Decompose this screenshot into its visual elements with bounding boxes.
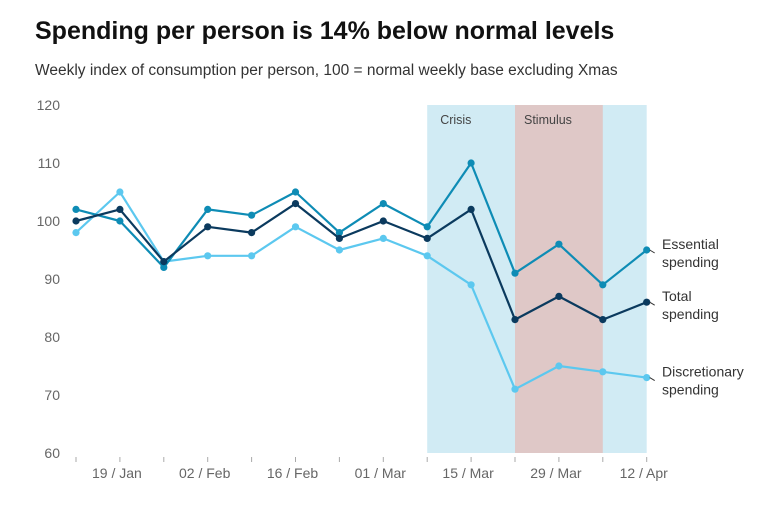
data-point-essential <box>511 269 519 277</box>
data-point-total <box>291 200 300 208</box>
data-point-essential <box>555 240 563 248</box>
band-stimulus <box>515 105 603 453</box>
data-point-discretionary <box>555 362 563 370</box>
series-end-label: spending <box>662 306 719 322</box>
end-label-leader <box>649 249 655 254</box>
data-point-essential <box>248 211 256 219</box>
data-point-total <box>248 229 256 237</box>
x-tick-label: 29 / Mar <box>530 465 582 481</box>
data-point-discretionary <box>643 374 651 382</box>
data-point-total <box>643 298 651 306</box>
y-tick-label: 70 <box>44 387 60 403</box>
series-end-label: Essential <box>662 236 719 252</box>
data-point-discretionary <box>72 229 80 237</box>
x-tick-label: 15 / Mar <box>442 465 494 481</box>
data-point-discretionary <box>248 252 256 260</box>
data-point-discretionary <box>511 385 519 393</box>
data-point-essential <box>379 200 387 208</box>
series-line-essential <box>75 161 648 286</box>
data-point-essential <box>335 229 343 237</box>
y-tick-label: 60 <box>44 445 60 461</box>
chart-subtitle: Weekly index of consumption per person, … <box>35 62 618 79</box>
data-point-total <box>423 234 431 242</box>
data-point-discretionary <box>467 281 475 289</box>
x-tick-label: 12 / Apr <box>620 465 669 481</box>
data-point-discretionary <box>335 246 343 254</box>
y-tick-label: 80 <box>44 329 60 345</box>
data-point-essential <box>643 246 651 254</box>
data-point-essential <box>467 159 475 167</box>
data-point-total <box>204 223 212 231</box>
data-point-total <box>72 217 80 225</box>
end-label-leader <box>649 377 655 382</box>
chart-title: Spending per person is 14% below normal … <box>35 17 615 45</box>
data-point-discretionary <box>379 234 387 242</box>
data-point-essential <box>599 281 607 289</box>
series-end-label: Total <box>662 288 692 304</box>
y-tick-label: 100 <box>37 213 61 229</box>
series-end-label: spending <box>662 382 719 398</box>
y-tick-label: 90 <box>44 271 60 287</box>
data-point-essential <box>423 223 431 231</box>
data-point-discretionary <box>204 252 212 260</box>
x-tick-label: 19 / Jan <box>92 465 142 481</box>
data-point-total <box>379 217 387 225</box>
data-point-total <box>116 205 124 213</box>
x-tick-label: 16 / Feb <box>267 465 319 481</box>
data-point-total <box>511 316 519 324</box>
data-point-essential <box>204 205 212 213</box>
x-tick-label: 02 / Feb <box>179 465 231 481</box>
data-point-essential <box>291 188 300 196</box>
data-point-total <box>599 316 607 324</box>
series-end-label: Discretionary <box>662 364 744 380</box>
data-point-discretionary <box>423 252 431 260</box>
data-point-essential <box>72 205 80 213</box>
data-point-total <box>467 205 475 213</box>
series-line-discretionary <box>75 190 647 391</box>
data-point-total <box>555 292 563 300</box>
data-point-essential <box>116 217 124 225</box>
data-point-essential <box>160 263 168 271</box>
y-tick-label: 120 <box>37 97 61 113</box>
band-label-crisis: Crisis <box>440 113 471 127</box>
y-tick-label: 110 <box>38 155 61 171</box>
x-tick-label: 01 / Mar <box>355 465 407 481</box>
end-label-leader <box>649 301 655 306</box>
data-point-total <box>160 258 168 266</box>
data-point-discretionary <box>599 368 607 376</box>
series-end-label: spending <box>662 254 719 270</box>
band-label-stimulus: Stimulus <box>524 113 572 127</box>
data-point-discretionary <box>116 188 124 196</box>
series-line-total <box>75 202 648 321</box>
data-point-discretionary <box>291 223 300 231</box>
data-point-total <box>335 234 343 242</box>
